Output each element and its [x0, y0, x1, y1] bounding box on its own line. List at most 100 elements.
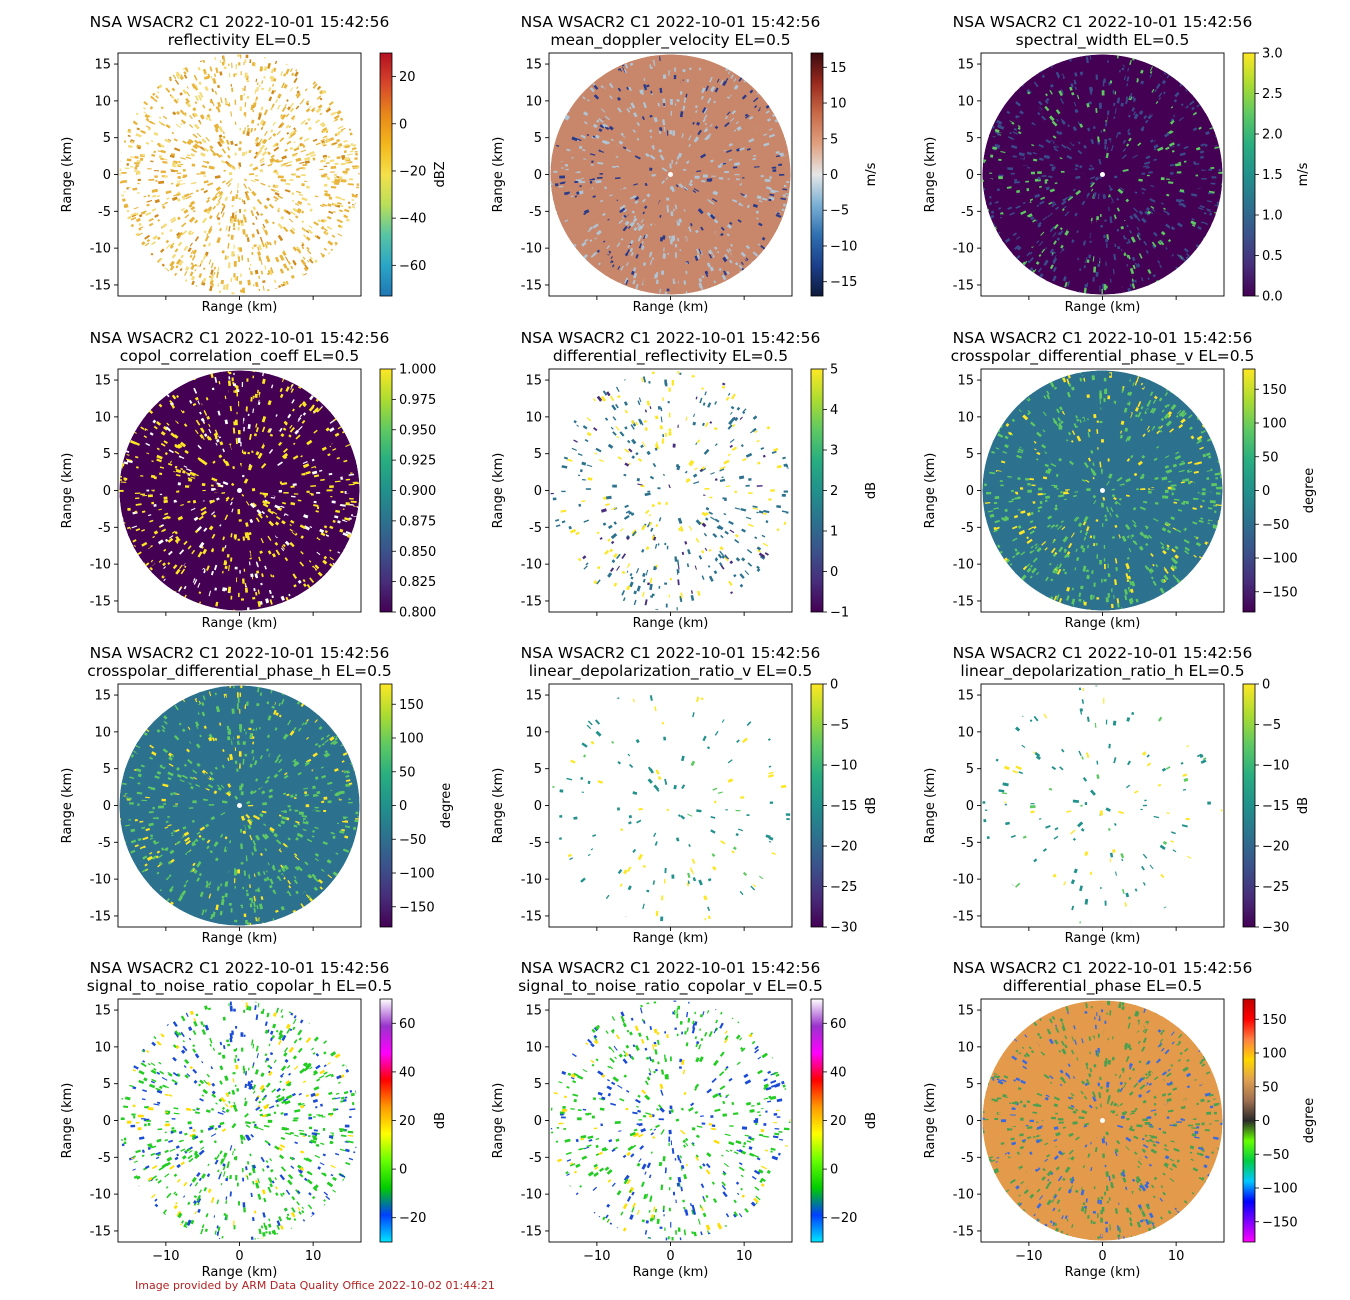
colorbar [379, 998, 393, 1243]
y-tick-label: 15 [525, 1004, 542, 1019]
y-tick-label: -15 [521, 594, 542, 609]
chart-subtitle: mean_doppler_velocity EL=0.5 [550, 31, 790, 50]
colorbar-tick-label: 100 [399, 732, 424, 747]
colorbar-tick-label: 1.5 [1262, 168, 1283, 183]
y-tick-label: 15 [94, 374, 111, 389]
y-tick-label: 0 [966, 799, 974, 814]
colorbar [1242, 998, 1256, 1243]
radar-field [982, 685, 1223, 926]
colorbar-tick-label: 0 [830, 168, 838, 183]
panel-3: NSA WSACR2 C1 2022-10-01 15:42:56spectra… [923, 13, 1311, 315]
y-tick-label: 10 [525, 94, 542, 109]
y-tick-label: 5 [534, 762, 542, 777]
y-tick-label: 10 [94, 1040, 111, 1055]
y-tick-label: 10 [94, 725, 111, 740]
colorbar-tick-label: 15 [830, 61, 847, 76]
y-tick-label: 15 [525, 689, 542, 704]
colorbar-tick-label: −20 [399, 1211, 426, 1226]
colorbar-tick-label: −100 [399, 867, 435, 882]
y-axis-label: Range (km) [491, 453, 506, 529]
panel-2: NSA WSACR2 C1 2022-10-01 15:42:56mean_do… [491, 13, 879, 315]
y-tick-label: 5 [534, 1077, 542, 1092]
colorbar-tick-label: −60 [399, 259, 426, 274]
x-tick-label: −10 [152, 1249, 179, 1264]
colorbar-tick-label: 50 [1262, 1080, 1279, 1095]
colorbar-tick-label: 0.875 [399, 514, 436, 529]
panel-11: NSA WSACR2 C1 2022-10-01 15:42:56signal_… [491, 959, 879, 1280]
y-axis-label: Range (km) [491, 137, 506, 213]
colorbar-tick-label: 1 [830, 525, 838, 540]
radar-field [119, 370, 360, 611]
chart-subtitle: crosspolar_differential_phase_v EL=0.5 [951, 347, 1255, 366]
y-tick-label: -10 [521, 1188, 542, 1203]
colorbar-tick-label: 0.975 [399, 393, 436, 408]
colorbar-tick-label: −5 [1262, 718, 1281, 733]
chart-subtitle: differential_phase EL=0.5 [1003, 977, 1202, 996]
x-tick-label: 0 [1098, 1249, 1106, 1264]
colorbar-tick-label: −15 [1262, 799, 1289, 814]
y-tick-label: 5 [966, 1077, 974, 1092]
radar-field [119, 1000, 360, 1241]
colorbar-label: m/s [864, 162, 879, 186]
y-tick-label: -10 [90, 873, 111, 888]
y-tick-label: 0 [534, 799, 542, 814]
chart-subtitle: crosspolar_differential_phase_h EL=0.5 [87, 662, 391, 681]
x-axis-label: Range (km) [202, 931, 278, 946]
x-axis-label: Range (km) [1065, 931, 1141, 946]
colorbar-tick-label: 0.5 [1262, 249, 1283, 264]
radar-field [119, 54, 360, 295]
chart-subtitle: differential_reflectivity EL=0.5 [553, 347, 788, 366]
colorbar-tick-label: 1.000 [399, 363, 436, 378]
colorbar-tick-label: 40 [399, 1065, 416, 1080]
colorbar-tick-label: 100 [1262, 1047, 1287, 1062]
panel-12: NSA WSACR2 C1 2022-10-01 15:42:56differe… [923, 959, 1317, 1280]
y-axis-label: Range (km) [60, 137, 75, 213]
chart-title: NSA WSACR2 C1 2022-10-01 15:42:56 [521, 959, 821, 977]
x-axis-label: Range (km) [633, 1265, 709, 1280]
y-tick-label: 5 [103, 1077, 111, 1092]
colorbar [379, 683, 393, 928]
chart-subtitle: linear_depolarization_ratio_h EL=0.5 [960, 662, 1244, 681]
y-tick-label: -5 [529, 521, 542, 536]
colorbar-tick-label: 50 [399, 765, 416, 780]
colorbar-tick-label: 150 [1262, 1013, 1287, 1028]
colorbar-label: dB [433, 1112, 448, 1129]
y-tick-label: -15 [953, 278, 974, 293]
colorbar-tick-label: −50 [1262, 518, 1289, 533]
y-axis-label: Range (km) [60, 453, 75, 529]
y-tick-label: 10 [957, 725, 974, 740]
x-tick-label: 10 [1168, 1249, 1185, 1264]
colorbar-label: degree [1302, 1098, 1317, 1144]
y-tick-label: 10 [525, 410, 542, 425]
colorbar-tick-label: −50 [399, 833, 426, 848]
y-tick-label: 15 [957, 374, 974, 389]
y-tick-label: -15 [521, 278, 542, 293]
colorbar-tick-label: 0.950 [399, 423, 436, 438]
radar-field [982, 54, 1223, 295]
y-tick-label: 10 [525, 1040, 542, 1055]
chart-title: NSA WSACR2 C1 2022-10-01 15:42:56 [953, 329, 1253, 347]
colorbar-tick-label: 0 [1262, 1114, 1270, 1129]
chart-title: NSA WSACR2 C1 2022-10-01 15:42:56 [953, 644, 1253, 662]
chart-title: NSA WSACR2 C1 2022-10-01 15:42:56 [90, 644, 390, 662]
colorbar-tick-label: 5 [830, 363, 838, 378]
chart-title: NSA WSACR2 C1 2022-10-01 15:42:56 [90, 329, 390, 347]
colorbar-tick-label: −25 [830, 880, 857, 895]
y-tick-label: -15 [90, 909, 111, 924]
chart-title: NSA WSACR2 C1 2022-10-01 15:42:56 [90, 13, 390, 31]
x-axis-label: Range (km) [1065, 300, 1141, 315]
colorbar-tick-label: −5 [830, 718, 849, 733]
colorbar-label: dB [1296, 797, 1311, 814]
y-tick-label: 10 [957, 410, 974, 425]
chart-title: NSA WSACR2 C1 2022-10-01 15:42:56 [90, 959, 390, 977]
colorbar-tick-label: 10 [830, 97, 847, 112]
colorbar-tick-label: 2 [830, 484, 838, 499]
y-tick-label: 0 [966, 1114, 974, 1129]
y-axis-label: Range (km) [491, 768, 506, 844]
y-axis-label: Range (km) [923, 768, 938, 844]
colorbar-tick-label: 0 [1262, 484, 1270, 499]
colorbar [379, 368, 393, 613]
colorbar-tick-label: 0.925 [399, 454, 436, 469]
y-tick-label: 5 [966, 447, 974, 462]
